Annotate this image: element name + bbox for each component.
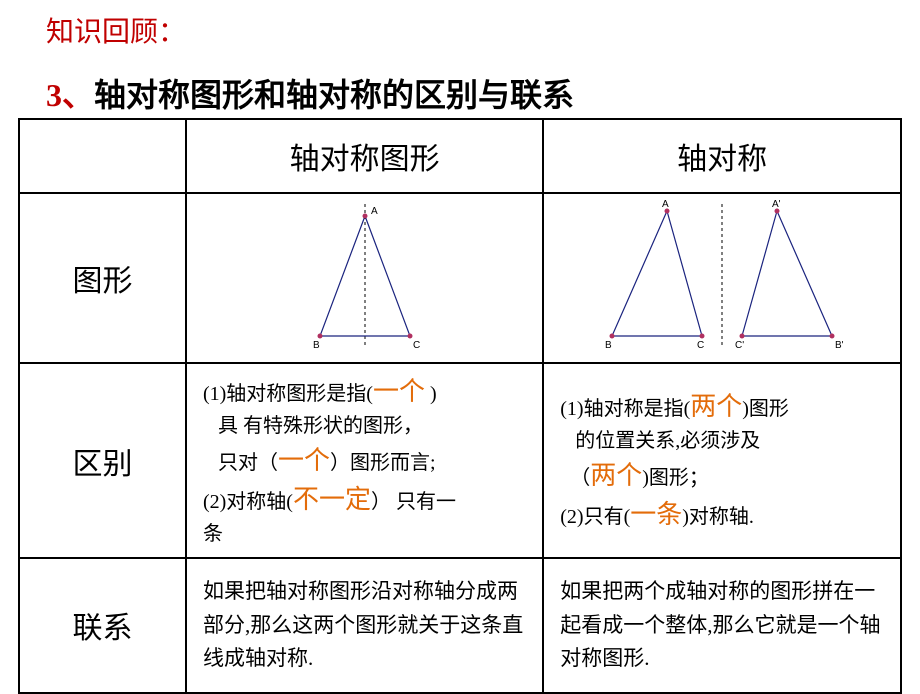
- txt: )图形: [742, 398, 789, 420]
- relation-cell-col2: 如果把两个成轴对称的图形拼在一起看成一个整体,那么它就是一个轴对称图形.: [543, 558, 901, 693]
- main-title: 轴对称图形和轴对称的区别与联系: [94, 77, 574, 113]
- svg-text:B: B: [605, 340, 612, 351]
- svg-text:C: C: [413, 340, 420, 351]
- txt: 具 有特殊形状的图形，: [203, 411, 530, 441]
- txt: ） 只有一: [371, 491, 456, 513]
- table-header-row: 轴对称图形 轴对称: [19, 119, 901, 193]
- comparison-table: 轴对称图形 轴对称 图形 A B C A: [18, 118, 902, 694]
- txt: )图形；: [642, 467, 709, 489]
- svg-text:C: C: [697, 340, 704, 351]
- txt: （: [560, 467, 590, 489]
- double-triangle-diagram: A B C A' C' B': [562, 196, 882, 356]
- figure-row-label: 图形: [19, 193, 186, 363]
- txt: (1)轴对称图形是指(: [203, 383, 373, 405]
- difference-cell-col2: (1)轴对称是指(两个)图形 的位置关系,必须涉及 （两个)图形； (2)只有(…: [543, 363, 901, 558]
- txt: )对称轴.: [682, 506, 754, 528]
- txt: ）图形而言;: [330, 452, 436, 474]
- svg-text:A: A: [371, 206, 378, 217]
- item-number: 3、: [46, 77, 94, 113]
- col2-header: 轴对称: [543, 119, 901, 193]
- svg-text:A: A: [662, 199, 669, 210]
- difference-row-label: 区别: [19, 363, 186, 558]
- hl-one-a: 一个: [373, 377, 425, 406]
- relation-row-label: 联系: [19, 558, 186, 693]
- hl-two-b: 两个: [590, 461, 642, 490]
- svg-text:B': B': [835, 340, 844, 351]
- difference-row: 区别 (1)轴对称图形是指(一个 ) 具 有特殊形状的图形， 只对（一个）图形而…: [19, 363, 901, 558]
- corner-cell: [19, 119, 186, 193]
- hl-one-b: 一个: [278, 446, 330, 475]
- txt: ): [425, 383, 437, 405]
- svg-text:A': A': [772, 199, 781, 210]
- figure-cell-double: A B C A' C' B': [543, 193, 901, 363]
- txt: (1)轴对称是指(: [560, 398, 690, 420]
- review-title: 知识回顾：: [46, 10, 186, 50]
- txt: 的位置关系,必须涉及: [560, 426, 888, 456]
- txt: 只对（: [203, 452, 278, 474]
- txt: 条: [203, 519, 530, 549]
- relation-cell-col1: 如果把轴对称图形沿对称轴分成两部分,那么这两个图形就关于这条直线成轴对称.: [186, 558, 543, 693]
- figure-cell-single: A B C: [186, 193, 543, 363]
- hl-two-a: 两个: [690, 392, 742, 421]
- hl-not-nec: 不一定: [293, 485, 371, 514]
- svg-text:C': C': [735, 340, 744, 351]
- txt: (2)只有(: [560, 506, 630, 528]
- txt: (2)对称轴(: [203, 491, 293, 513]
- col1-header: 轴对称图形: [186, 119, 543, 193]
- hl-one-line: 一条: [630, 500, 682, 529]
- svg-text:B: B: [313, 340, 320, 351]
- main-title-row: 3、轴对称图形和轴对称的区别与联系: [46, 70, 574, 116]
- difference-cell-col1: (1)轴对称图形是指(一个 ) 具 有特殊形状的图形， 只对（一个）图形而言; …: [186, 363, 543, 558]
- relation-row: 联系 如果把轴对称图形沿对称轴分成两部分,那么这两个图形就关于这条直线成轴对称.…: [19, 558, 901, 693]
- single-triangle-diagram: A B C: [275, 196, 455, 356]
- figure-row: 图形 A B C A B C: [19, 193, 901, 363]
